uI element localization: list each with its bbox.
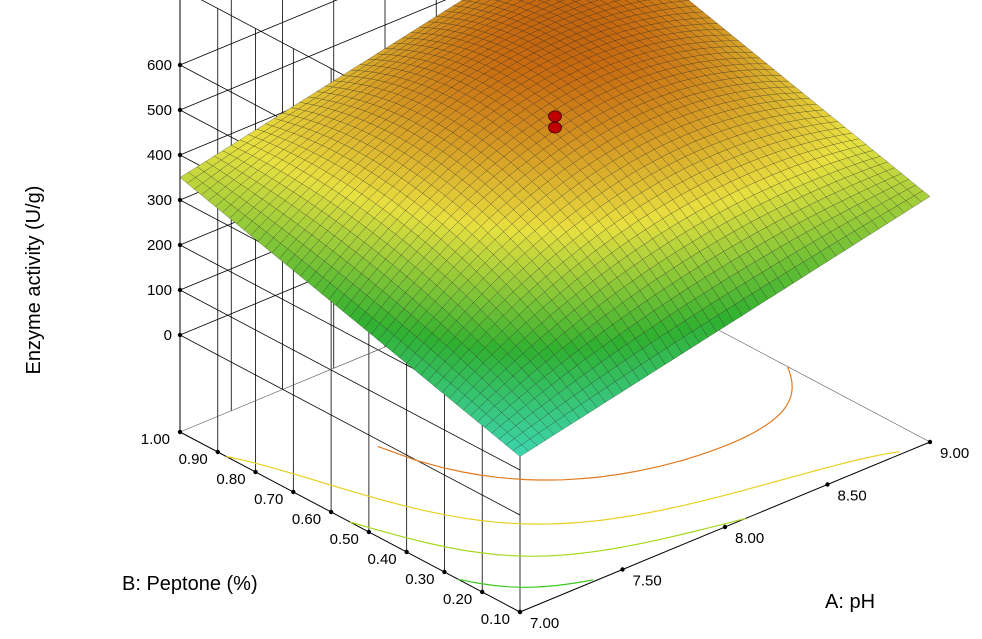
right-wall-level-line bbox=[179, 0, 338, 66]
x-axis-title: A: pH bbox=[825, 591, 875, 613]
z-tick-mark bbox=[177, 287, 183, 293]
y-tick-label: 0.20 bbox=[443, 591, 472, 608]
y-tick-mark bbox=[442, 569, 447, 575]
y-tick-mark bbox=[328, 509, 334, 515]
y-tick-mark bbox=[215, 449, 220, 455]
y-tick-label: 0.30 bbox=[405, 571, 434, 588]
contour-line bbox=[349, 517, 746, 557]
x-tick-mark bbox=[620, 567, 625, 572]
y-tick-label: 0.10 bbox=[481, 611, 510, 628]
z-tick-mark bbox=[177, 62, 183, 68]
design-points bbox=[548, 110, 562, 134]
z-tick-mark bbox=[177, 332, 183, 338]
surface-cell bbox=[512, 444, 529, 457]
left-wall-level-line bbox=[179, 334, 521, 516]
z-tick-label: 500 bbox=[147, 102, 172, 119]
z-tick-label: 0 bbox=[164, 327, 172, 344]
contour-line bbox=[226, 451, 900, 525]
surface-cell bbox=[555, 0, 565, 2]
design-point bbox=[548, 121, 562, 134]
x-tick-mark bbox=[517, 609, 523, 615]
z-tick-label: 300 bbox=[147, 192, 172, 209]
z-tick-label: 100 bbox=[147, 282, 172, 299]
x-tick-label: 8.00 bbox=[735, 530, 764, 547]
y-tick-mark bbox=[291, 489, 296, 495]
y-tick-label: 0.40 bbox=[367, 551, 396, 568]
contour-line bbox=[377, 366, 793, 481]
y-tick-mark bbox=[253, 469, 258, 475]
z-tick-mark bbox=[177, 152, 183, 158]
z-tick-mark bbox=[177, 107, 183, 113]
x-tick-label: 7.00 bbox=[530, 615, 559, 632]
x-tick-mark bbox=[722, 524, 728, 530]
z-tick-label: 400 bbox=[147, 147, 172, 164]
design-point bbox=[548, 110, 562, 123]
y-tick-label: 0.70 bbox=[254, 491, 283, 508]
x-tick-label: 9.00 bbox=[940, 445, 969, 462]
y-tick-label: 0.80 bbox=[216, 471, 245, 488]
y-tick-label: 1.00 bbox=[141, 431, 170, 448]
y-tick-mark bbox=[177, 429, 183, 435]
x-tick-mark bbox=[927, 439, 933, 445]
z-tick-label: 200 bbox=[147, 237, 172, 254]
axis-ticks: 0 100 200 300 400 500 600 0.10 0.20 0.30 0.40 0.50 0… bbox=[141, 57, 969, 632]
x-tick-label: 8.50 bbox=[838, 488, 867, 505]
floor-contours bbox=[226, 366, 900, 588]
right-wall-level-line bbox=[179, 0, 447, 111]
z-tick-label: 600 bbox=[147, 57, 172, 74]
y-axis-title: B: Peptone (%) bbox=[122, 573, 258, 595]
left-wall-level-line bbox=[179, 289, 521, 471]
x-tick-mark bbox=[825, 482, 830, 487]
z-axis-title: Enzyme activity (U/g) bbox=[23, 186, 45, 375]
z-tick-mark bbox=[177, 197, 183, 203]
y-tick-mark bbox=[404, 549, 409, 555]
y-tick-label: 0.90 bbox=[179, 451, 208, 468]
y-tick-label: 0.50 bbox=[330, 531, 359, 548]
y-tick-mark bbox=[366, 529, 372, 535]
y-tick-label: 0.60 bbox=[292, 511, 321, 528]
surface-cell bbox=[571, 0, 581, 2]
contour-line bbox=[458, 578, 594, 588]
y-tick-mark bbox=[480, 589, 485, 595]
x-tick-label: 7.50 bbox=[633, 573, 662, 590]
response-surface bbox=[179, 0, 931, 457]
z-tick-mark bbox=[177, 242, 183, 248]
